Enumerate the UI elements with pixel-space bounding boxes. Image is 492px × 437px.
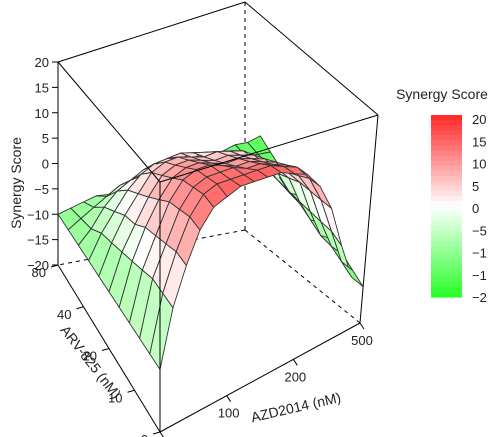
- x-tick-label: 100: [218, 406, 240, 421]
- legend-color-step: [431, 165, 462, 172]
- z-tick-label: −20: [27, 258, 49, 273]
- legend-color-step: [431, 226, 462, 232]
- y-axis-label: ARV-825 (nM): [57, 322, 124, 402]
- x-tick-label: 500: [351, 333, 373, 348]
- y-tick: [152, 431, 161, 435]
- y-tick: [101, 348, 110, 351]
- y-tick-label: 40: [57, 307, 71, 322]
- surface-facet: [341, 261, 364, 288]
- legend-color-step: [431, 291, 462, 298]
- legend-labels: 20 15 10 5 0 −5 −1 −1 −2: [472, 112, 487, 305]
- legend-label: −5: [472, 223, 487, 238]
- legend-color-step: [431, 120, 462, 126]
- legend-color-step: [431, 160, 462, 167]
- z-tick-label: −10: [27, 207, 49, 222]
- legend-color-step: [431, 150, 462, 157]
- legend-label: 15: [472, 134, 486, 149]
- legend-color-step: [431, 256, 462, 263]
- z-tick-label: −15: [27, 233, 49, 248]
- legend-color-step: [431, 266, 462, 273]
- legend-color-step: [431, 206, 462, 212]
- legend-color-step: [431, 251, 462, 258]
- legend-color-step: [431, 145, 462, 151]
- legend-label: 5: [472, 179, 479, 194]
- y-tick: [127, 389, 135, 393]
- legend-color-step: [431, 125, 462, 131]
- box-edge-right-vertical: [359, 114, 379, 324]
- legend-color-step: [431, 115, 462, 121]
- legend-color-step: [431, 200, 462, 207]
- y-tick-label: 10: [108, 390, 122, 405]
- legend: Synergy Score 20 15 10 5 0 −5 −1 −1 −2: [396, 86, 488, 305]
- y-tick: [76, 306, 84, 310]
- z-axis: 20 15 10 5 0 −5 −10 −15 −20: [27, 55, 58, 273]
- legend-color-step: [431, 271, 462, 278]
- legend-color-step: [431, 185, 462, 192]
- legend-color-step: [431, 155, 462, 162]
- legend-color-bar: [431, 115, 462, 298]
- legend-label: 10: [472, 157, 486, 172]
- legend-color-step: [431, 180, 462, 187]
- legend-color-step: [431, 135, 462, 141]
- legend-label: −1: [472, 246, 487, 261]
- z-tick-label: 10: [35, 106, 49, 121]
- x-tick-label: 200: [284, 369, 306, 384]
- y-tick-label: 0: [141, 432, 148, 437]
- legend-color-step: [431, 261, 462, 268]
- box-edge-bottom-right: [159, 322, 361, 433]
- legend-color-step: [431, 276, 462, 283]
- z-tick-label: −5: [34, 182, 49, 197]
- y-axis: 0 10 20 40 80: [32, 264, 161, 437]
- legend-label: −2: [472, 290, 487, 305]
- box-edge-top-front-right: [159, 114, 379, 183]
- y-tick: [50, 264, 59, 268]
- legend-color-step: [431, 170, 462, 177]
- legend-label: −1: [472, 268, 487, 283]
- legend-color-step: [431, 175, 462, 182]
- legend-color-step: [431, 241, 462, 248]
- legend-color-step: [431, 286, 462, 293]
- legend-color-step: [431, 216, 462, 222]
- z-tick-label: 0: [42, 157, 49, 172]
- legend-color-step: [431, 221, 462, 227]
- x-axis-label: AZD2014 (nM): [249, 389, 342, 425]
- box-edge-hidden-right: [244, 229, 361, 324]
- z-tick-label: 15: [35, 80, 49, 95]
- box-edge-top-right: [244, 1, 379, 116]
- legend-label: 0: [472, 201, 479, 216]
- legend-color-step: [431, 130, 462, 136]
- z-tick-label: 20: [35, 55, 49, 70]
- x-tick: [359, 322, 365, 330]
- box-edge-top-front: [57, 61, 161, 183]
- legend-color-step: [431, 195, 462, 202]
- x-tick: [292, 359, 298, 366]
- legend-color-step: [431, 236, 462, 242]
- y-tick-label: 80: [32, 265, 46, 280]
- y-tick-label: 20: [83, 349, 97, 364]
- legend-color-step: [431, 140, 462, 146]
- legend-color-step: [431, 211, 462, 217]
- surface-mesh: [57, 135, 364, 370]
- x-tick: [226, 395, 232, 402]
- box-edge-top-back: [57, 1, 246, 63]
- z-tick-label: 5: [42, 131, 49, 146]
- legend-color-step: [431, 281, 462, 288]
- legend-color-step: [431, 231, 462, 237]
- box-hidden-edges: [57, 2, 361, 324]
- z-axis-label: Synergy Score: [8, 137, 24, 229]
- legend-color-step: [431, 190, 462, 197]
- legend-color-step: [431, 246, 462, 253]
- x-tick: [159, 431, 164, 437]
- legend-label: 20: [472, 112, 486, 127]
- legend-title: Synergy Score: [396, 86, 488, 102]
